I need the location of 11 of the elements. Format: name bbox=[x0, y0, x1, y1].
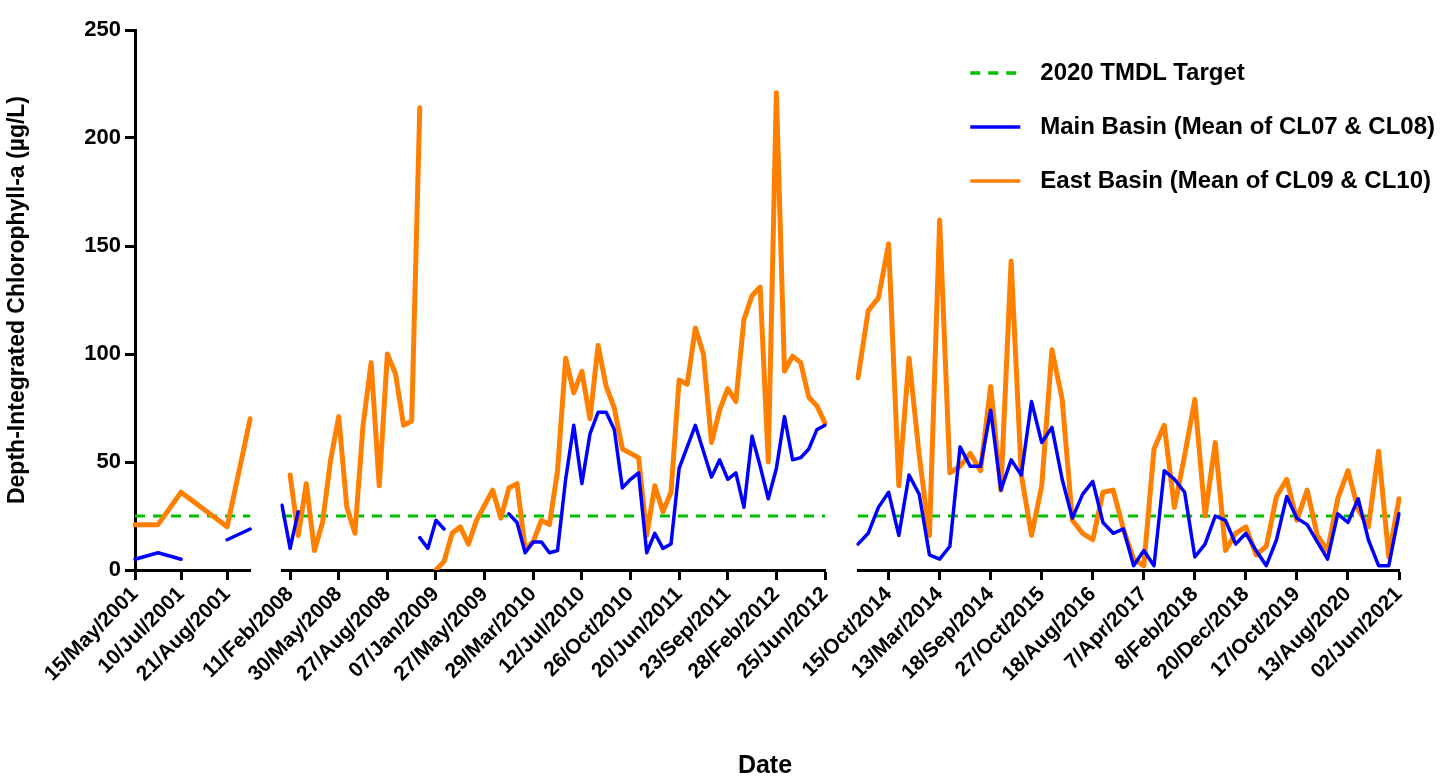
y-tick-label: 100 bbox=[84, 340, 121, 366]
legend-label: Main Basin (Mean of CL07 & CL08) bbox=[1040, 111, 1436, 139]
y-tick-label: 0 bbox=[108, 556, 121, 582]
x-axis-title: Date bbox=[737, 749, 793, 778]
legend-label: 2020 TMDL Target bbox=[1040, 57, 1245, 85]
y-axis-title: Depth-Integrated Chlorophyll-a (µg/L) bbox=[3, 95, 30, 505]
y-tick-label: 50 bbox=[96, 448, 121, 474]
y-tick-label: 250 bbox=[84, 16, 121, 42]
legend-label: East Basin (Mean of CL09 & CL10) bbox=[1040, 165, 1432, 193]
y-tick-label: 200 bbox=[84, 124, 121, 150]
y-tick-label: 150 bbox=[84, 232, 121, 258]
